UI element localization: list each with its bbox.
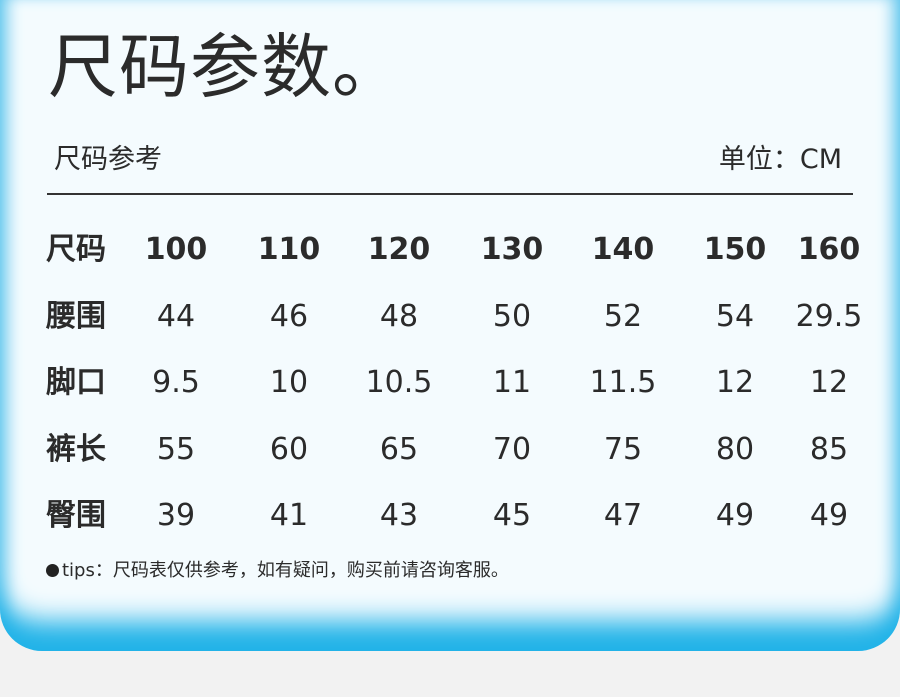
- table-cell: 46: [269, 299, 309, 334]
- table-cell: 39: [156, 498, 196, 533]
- divider: [47, 193, 853, 195]
- table-cell: 54: [715, 299, 755, 334]
- table-cell: 41: [269, 498, 309, 533]
- row-label: 脚口: [46, 365, 106, 400]
- size-header-cell: 120: [367, 232, 431, 267]
- table-header-row: 尺码 100 110 120 130 140 150 160: [0, 225, 900, 275]
- size-header-cell: 100: [144, 232, 208, 267]
- page-title: 尺码参数。: [48, 26, 403, 108]
- table-cell: 11: [492, 365, 532, 400]
- table-cell: 43: [379, 498, 419, 533]
- table-cell: 48: [379, 299, 419, 334]
- size-chart-card: 尺码参数。 尺码参考 单位：CM 尺码 100 110 120 130 140 150 160…: [0, 0, 900, 651]
- table-row: 裤长 55 60 65 70 75 80 85: [0, 425, 900, 475]
- table-row: 臀围 39 41 43 45 47 49 49: [0, 491, 900, 541]
- table-cell: 11.5: [589, 365, 657, 400]
- table-row: 脚口 9.5 10 10.5 11 11.5 12 12: [0, 358, 900, 408]
- table-cell: 52: [603, 299, 643, 334]
- table-cell: 50: [492, 299, 532, 334]
- table-cell: 29.5: [795, 299, 863, 334]
- size-header-cell: 150: [703, 232, 767, 267]
- bullet-icon: [46, 564, 59, 577]
- table-cell: 60: [269, 432, 309, 467]
- row-label: 尺码: [46, 232, 106, 267]
- table-cell: 85: [809, 432, 849, 467]
- size-header-cell: 160: [797, 232, 861, 267]
- tips-note: tips：尺码表仅供参考，如有疑问，购买前请咨询客服。: [46, 558, 509, 584]
- table-cell: 9.5: [152, 365, 200, 400]
- table-cell: 47: [603, 498, 643, 533]
- table-cell: 45: [492, 498, 532, 533]
- table-cell: 12: [715, 365, 755, 400]
- table-cell: 12: [809, 365, 849, 400]
- row-label: 臀围: [46, 498, 106, 533]
- table-cell: 55: [156, 432, 196, 467]
- table-cell: 70: [492, 432, 532, 467]
- table-cell: 49: [809, 498, 849, 533]
- size-header-cell: 130: [480, 232, 544, 267]
- size-header-cell: 110: [257, 232, 321, 267]
- table-cell: 65: [379, 432, 419, 467]
- table-cell: 10.5: [365, 365, 433, 400]
- table-cell: 49: [715, 498, 755, 533]
- size-header-cell: 140: [591, 232, 655, 267]
- subtitle: 尺码参考: [54, 144, 162, 175]
- row-label: 腰围: [46, 299, 106, 334]
- table-cell: 44: [156, 299, 196, 334]
- table-cell: 10: [269, 365, 309, 400]
- tips-text: tips：尺码表仅供参考，如有疑问，购买前请咨询客服。: [62, 560, 509, 581]
- table-cell: 80: [715, 432, 755, 467]
- table-row: 腰围 44 46 48 50 52 54 29.5: [0, 292, 900, 342]
- row-label: 裤长: [46, 432, 106, 467]
- table-cell: 75: [603, 432, 643, 467]
- unit-label: 单位：CM: [718, 144, 842, 175]
